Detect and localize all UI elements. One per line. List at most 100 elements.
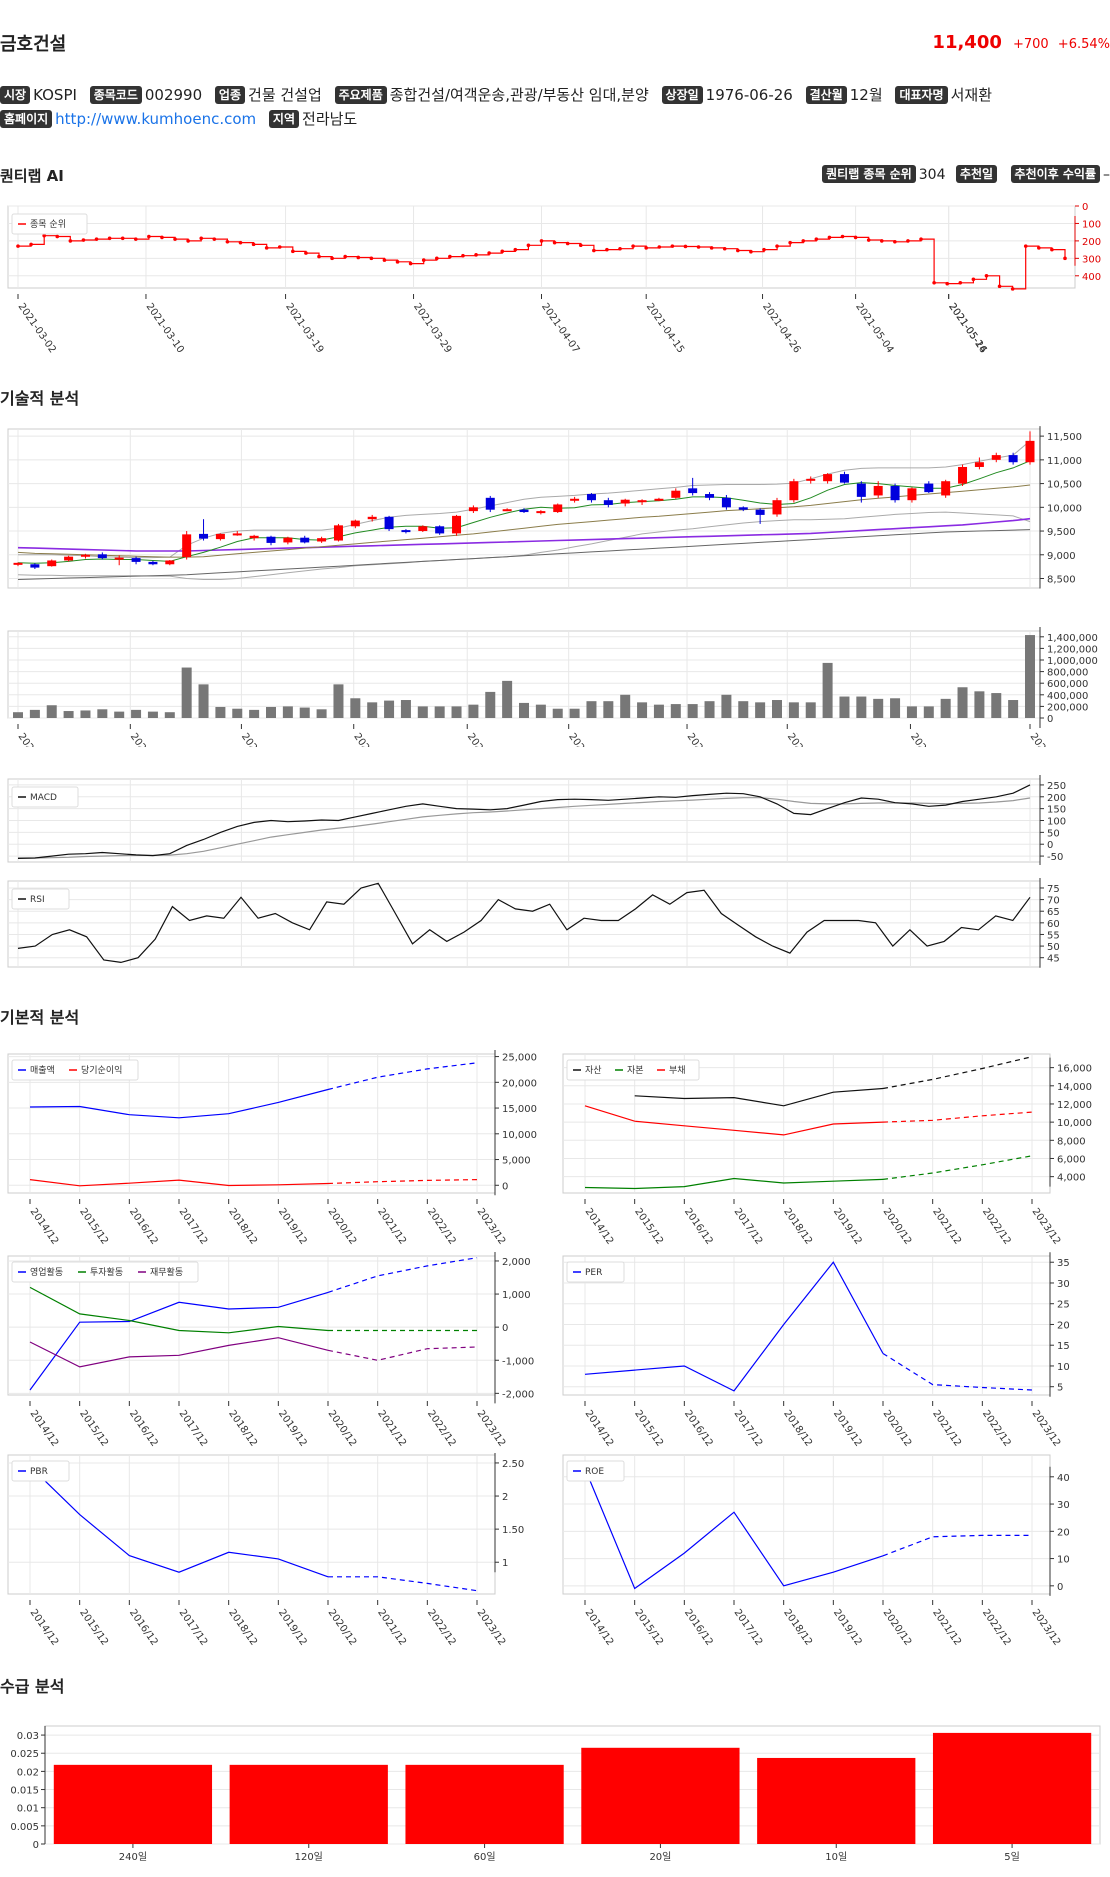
candle-body	[266, 536, 276, 543]
candle-body	[114, 557, 124, 560]
volume-bar	[63, 711, 74, 718]
legend: 매출액 당기순이익	[11, 1059, 139, 1081]
balance-forecast-line	[882, 1155, 1033, 1180]
rank-point	[736, 248, 740, 253]
roe-x-tick-label: 2016/12	[682, 1607, 715, 1647]
volume-bar	[856, 696, 867, 718]
candle-body	[856, 483, 866, 497]
candle-body	[907, 488, 917, 501]
per-x-tick-label: 2015/12	[632, 1408, 665, 1448]
sales_income-x-tick-label: 2014/12	[28, 1206, 61, 1246]
rank-point	[277, 245, 282, 249]
tag-market: 시장	[0, 86, 31, 104]
volume-bar	[923, 706, 934, 718]
rank-point	[186, 239, 190, 243]
volume-bar	[637, 702, 648, 718]
roe-x-tick-label: 2018/12	[781, 1607, 814, 1647]
rank-y-tick-label: 200	[1082, 237, 1101, 248]
rank-point	[932, 280, 936, 285]
rank-point	[526, 243, 531, 248]
candle-body	[300, 537, 310, 543]
candle-body	[688, 488, 698, 494]
macd-y-tick-label: 200	[1047, 793, 1066, 804]
info-item-industry: 업종 건물 건설업	[214, 86, 330, 104]
roe-forecast-line	[882, 1534, 1032, 1557]
supply-x-tick-label: 120일	[295, 1851, 323, 1863]
legend-box	[11, 1460, 70, 1482]
cashflow-y-tick-label: 2,000	[502, 1257, 531, 1268]
pbr-chart: 1 1.50 2 2.50 PBR 2014/12 2015/12 2016/12 2017/1…	[7, 1452, 524, 1648]
supply-y-tick-label: 0.03	[17, 1731, 39, 1742]
candle-body	[502, 509, 512, 512]
rank-y-tick-label: 300	[1082, 254, 1101, 265]
ai-summary: 퀀티랩 종목 순위 304 추천일 추천이후 수익률 –	[816, 165, 1110, 183]
rank-x-tick-label: 2021-04-07	[539, 301, 581, 355]
per-x-tick-label: 2020/12	[881, 1408, 914, 1448]
sales_income-x-tick-label: 2021/12	[375, 1206, 408, 1246]
candle-body	[182, 534, 192, 558]
volume-y-tick-label: 200,000	[1047, 702, 1088, 713]
candle-body	[215, 533, 225, 540]
candle-body	[97, 554, 107, 559]
volume-bar	[80, 710, 91, 718]
rank-point	[840, 234, 845, 239]
price-y-tick-label: 9,500	[1047, 527, 1076, 538]
market-value: KOSPI	[33, 86, 77, 104]
per-x-tick-label: 2022/12	[980, 1408, 1013, 1448]
macd-y-tick-label: 0	[1047, 840, 1053, 851]
rsi-y-tick-label: 55	[1047, 930, 1060, 941]
legend-label: 부채	[669, 1065, 686, 1076]
per-chart: 5 10 15 20 25 30 35 PER 2014/12 2015/12 2016/12 201…	[562, 1252, 1070, 1449]
pbr-y-tick-label: 2	[502, 1492, 508, 1503]
supply-y-tick-label: 0.02	[17, 1767, 39, 1778]
sales_income-y-tick-label: 5,000	[502, 1156, 531, 1167]
macd-y-tick-label: 100	[1047, 817, 1066, 828]
balance-x-tick-label: 2015/12	[632, 1206, 665, 1246]
tag-products: 주요제품	[334, 86, 387, 104]
rank-point	[801, 239, 806, 243]
cashflow-x-tick-label: 2014/12	[28, 1408, 61, 1448]
volume-bar	[822, 662, 833, 718]
per-x-tick-label: 2018/12	[781, 1408, 814, 1448]
rank-point	[683, 244, 688, 249]
rank-point	[212, 237, 217, 241]
rank-x-tick-label: 2021-03-10	[144, 301, 186, 355]
supply-chart: 0 0.005 0.01 0.015 0.02 0.025 0.03 240일 120일 60일 2…	[10, 1725, 1101, 1863]
candle-body	[232, 533, 242, 536]
pbr-x-tick-label: 2022/12	[425, 1607, 458, 1647]
rsi-y-tick-label: 75	[1047, 884, 1060, 895]
volume-bar	[670, 704, 681, 718]
bollinger-upper-line	[18, 440, 1031, 559]
supply-bar	[229, 1764, 388, 1844]
candle-body	[586, 494, 596, 501]
volume-bar	[957, 687, 968, 718]
sales_income-y-tick-label: 25,000	[502, 1053, 537, 1064]
ma120-line	[17, 529, 1031, 580]
rank-point	[1063, 256, 1067, 261]
roe-y-tick-label: 40	[1057, 1473, 1070, 1484]
supply-x-tick-label: 5일	[1004, 1851, 1020, 1863]
products-value: 종합건설/여객운송,관광/부동산 임대,분양	[389, 86, 649, 104]
rank-point	[539, 239, 544, 243]
sales_income-y-tick-label: 15,000	[502, 1104, 537, 1115]
candle-body	[435, 526, 445, 534]
price-change-pct: +6.54%	[1057, 37, 1110, 52]
volume-y-tick-label: 800,000	[1047, 668, 1088, 679]
rank-point	[997, 284, 1002, 289]
roe-chart: 0 10 20 30 40 ROE 2014/12 2015/12 2016/12 2017/12…	[562, 1454, 1070, 1648]
candle-body	[941, 481, 951, 496]
rank-point	[605, 247, 609, 252]
homepage-link[interactable]: http://www.kumhoenc.com	[55, 110, 257, 128]
rank-point	[919, 237, 923, 241]
rank-point	[906, 239, 910, 243]
supply-x-tick-label: 20일	[649, 1851, 671, 1863]
rank-point	[984, 273, 989, 278]
legend-box	[11, 786, 79, 808]
rank-point	[317, 254, 321, 259]
cashflow-x-tick-label: 2023/12	[475, 1408, 508, 1448]
pbr-x-tick-label: 2020/12	[326, 1607, 359, 1647]
sales_income-y-tick-label: 0	[502, 1181, 508, 1192]
roe-y-tick-label: 20	[1057, 1527, 1070, 1538]
rank-point	[644, 246, 648, 250]
